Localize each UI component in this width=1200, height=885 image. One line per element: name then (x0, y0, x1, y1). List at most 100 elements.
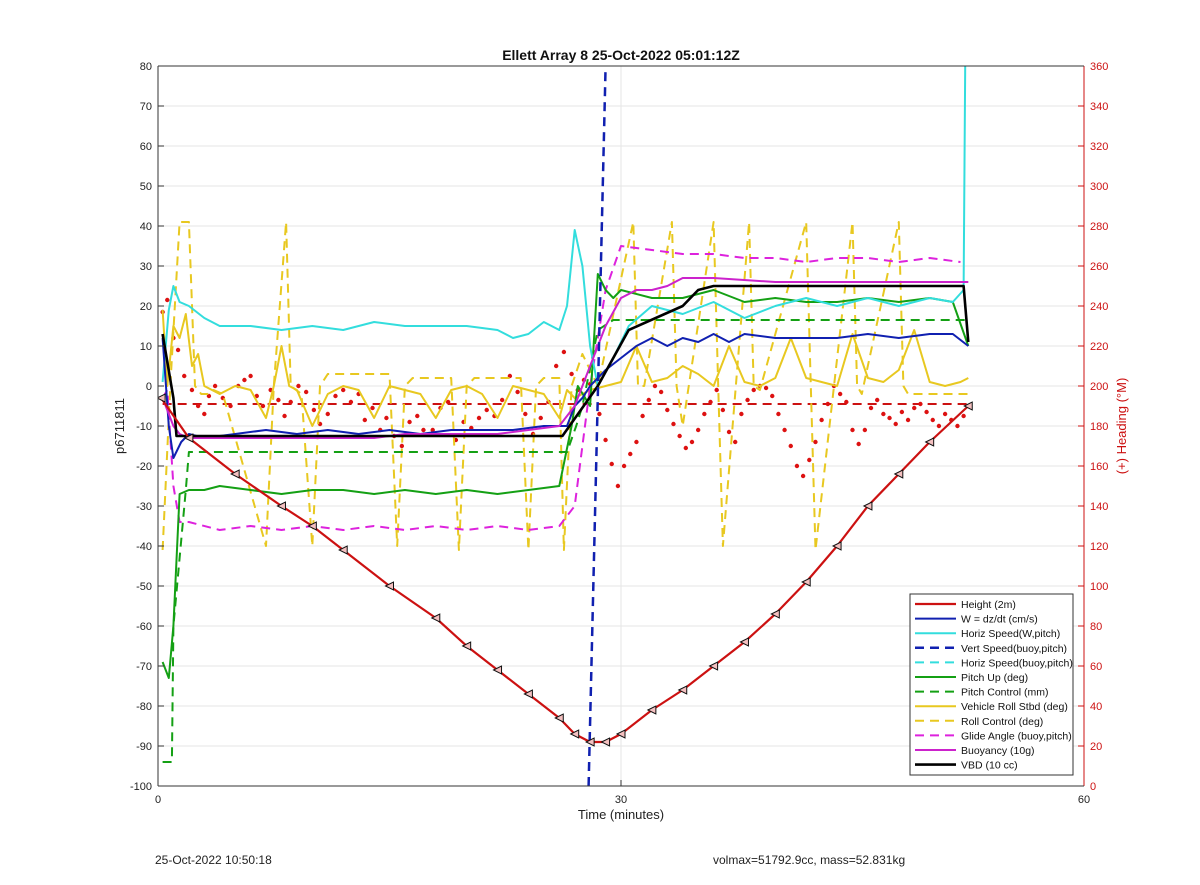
heading-point (813, 439, 818, 445)
height-marker (600, 737, 611, 747)
heading-point (652, 383, 658, 389)
y-right-tick-label: 240 (1090, 301, 1108, 313)
heading-point (370, 405, 375, 411)
y-tick-label: 20 (140, 301, 152, 313)
heading-point (615, 483, 621, 489)
heading-point (702, 411, 707, 417)
height-marker (230, 469, 240, 479)
heading-point (348, 399, 354, 405)
legend-entry: Vert Speed(buoy,pitch) (961, 643, 1067, 655)
heading-point (634, 439, 639, 445)
y-tick-label: 0 (146, 381, 152, 393)
heading-point (782, 427, 787, 433)
height-marker (569, 729, 580, 739)
heading-point (899, 409, 905, 415)
height-marker (430, 613, 441, 623)
y-right-tick-label: 340 (1090, 101, 1108, 113)
height-marker (677, 685, 688, 695)
height-marker (461, 641, 472, 651)
series-line-roll-control-deg (161, 221, 969, 551)
series-line-vert-speed-buoy-pitch (587, 66, 607, 786)
heading-point (175, 347, 181, 353)
y-tick-label: -30 (136, 501, 152, 513)
y-right-tick-label: 280 (1090, 221, 1108, 233)
heading-point (868, 405, 874, 411)
heading-point (515, 389, 520, 395)
heading-point (807, 457, 812, 463)
y-right-tick-label: 160 (1090, 461, 1108, 473)
heading-point (887, 415, 892, 421)
heading-point (189, 387, 195, 393)
heading-point (905, 417, 911, 423)
x-tick-label: 0 (155, 794, 161, 806)
height-marker (158, 393, 166, 403)
heading-point (881, 411, 886, 417)
heading-point (569, 371, 574, 377)
heading-point (561, 349, 567, 355)
x-axis-label: Time (minutes) (578, 807, 664, 822)
y-tick-label: 10 (140, 341, 152, 353)
heading-point (640, 413, 645, 419)
y-right-tick-label: 100 (1090, 581, 1108, 593)
height-marker (831, 541, 842, 551)
height-marker (523, 689, 533, 699)
legend-entry: Glide Angle (buoy,pitch) (961, 730, 1072, 742)
y-tick-label: -60 (136, 621, 152, 633)
heading-point (212, 383, 218, 389)
heading-point (726, 429, 732, 435)
heading-point (484, 407, 489, 413)
heading-point (603, 437, 608, 443)
heading-point (683, 445, 689, 451)
plot-area (158, 66, 973, 786)
series-line-glide-angle-buoy-pitch (161, 245, 961, 531)
heading-point (918, 401, 923, 407)
y-right-tick-label: 140 (1090, 501, 1108, 513)
heading-point (837, 391, 843, 397)
heading-point (714, 387, 719, 393)
heading-point (445, 399, 451, 405)
x-tick-label: 30 (615, 794, 627, 806)
height-marker (384, 581, 394, 591)
y-right-tick-label: 40 (1090, 701, 1102, 713)
heading-point (621, 463, 627, 469)
legend: Height (2m) W = dz/dt (cm/s) Horiz Speed(W… (909, 593, 1074, 776)
y-tick-label: -90 (136, 741, 152, 753)
chart-title: Ellett Array 8 25-Oct-2022 05:01:12Z (502, 47, 740, 63)
y-tick-label: 70 (140, 101, 152, 113)
y-right-tick-label: 360 (1090, 61, 1108, 73)
height-marker (963, 401, 973, 411)
heading-point (384, 415, 389, 421)
y-tick-label: -40 (136, 541, 152, 553)
heading-point (739, 411, 744, 417)
series-line-vbd-10-cc (161, 284, 970, 438)
height-marker (893, 469, 904, 479)
heading-point (924, 409, 929, 415)
heading-point (282, 413, 287, 419)
legend-entry: W = dz/dt (cm/s) (961, 614, 1038, 626)
y-tick-label: -10 (136, 421, 152, 433)
heading-point (794, 463, 800, 469)
y-right-tick-label: 120 (1090, 541, 1108, 553)
series-line-horiz-speed-w-pitch (161, 66, 967, 387)
height-marker (801, 577, 811, 587)
y-tick-label: -100 (130, 781, 152, 793)
y-tick-label: -80 (136, 701, 152, 713)
y-right-tick-label: 260 (1090, 261, 1108, 273)
y-right-tick-label: 200 (1090, 381, 1108, 393)
footer-timestamp: 25-Oct-2022 10:50:18 (155, 853, 272, 867)
heading-point (745, 397, 750, 403)
heading-point (195, 403, 201, 409)
heading-point (912, 405, 917, 411)
legend-box (909, 593, 1074, 776)
heading-point (936, 423, 942, 429)
heading-point (296, 383, 301, 389)
y-tick-label: 60 (140, 141, 152, 153)
y-tick-label: 40 (140, 221, 152, 233)
heading-point (538, 415, 543, 421)
y-right-tick-label: 220 (1090, 341, 1108, 353)
height-marker (646, 705, 657, 715)
y-right-tick-label: 0 (1090, 781, 1096, 793)
x-tick-label: 60 (1078, 794, 1090, 806)
heading-point (362, 417, 368, 423)
heading-point (399, 443, 405, 449)
